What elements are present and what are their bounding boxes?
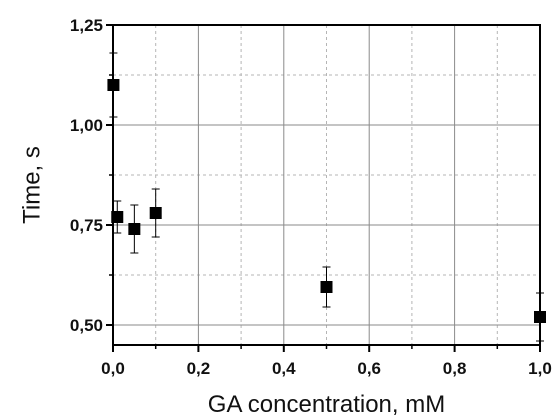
y-tick-label: 0,75 bbox=[70, 216, 103, 235]
data-point bbox=[534, 311, 546, 323]
x-tick-label: 0,8 bbox=[443, 359, 467, 378]
data-point bbox=[128, 223, 141, 235]
data-point bbox=[107, 79, 120, 91]
x-tick-label: 0,4 bbox=[272, 359, 296, 378]
x-tick-label: 0,0 bbox=[101, 359, 125, 378]
y-tick-label: 1,00 bbox=[70, 116, 103, 135]
x-tick-label: 0,6 bbox=[357, 359, 381, 378]
data-point bbox=[320, 281, 333, 293]
x-axis-label: GA concentration, mM bbox=[208, 391, 445, 418]
data-points bbox=[107, 52, 546, 342]
data-point bbox=[111, 211, 124, 223]
x-tick-label: 0,2 bbox=[187, 359, 211, 378]
y-tick-label: 0,50 bbox=[70, 316, 103, 335]
tick-labels: 0,0 0,2 0,4 0,6 0,8 1,0 0,50 0,75 1,00 1,25 bbox=[70, 16, 552, 378]
axis-ticks bbox=[106, 24, 541, 352]
y-tick-label: 1,25 bbox=[70, 16, 103, 35]
y-axis-label: Time, s bbox=[18, 146, 45, 224]
data-point bbox=[149, 207, 162, 219]
x-tick-label: 1,0 bbox=[528, 359, 552, 378]
